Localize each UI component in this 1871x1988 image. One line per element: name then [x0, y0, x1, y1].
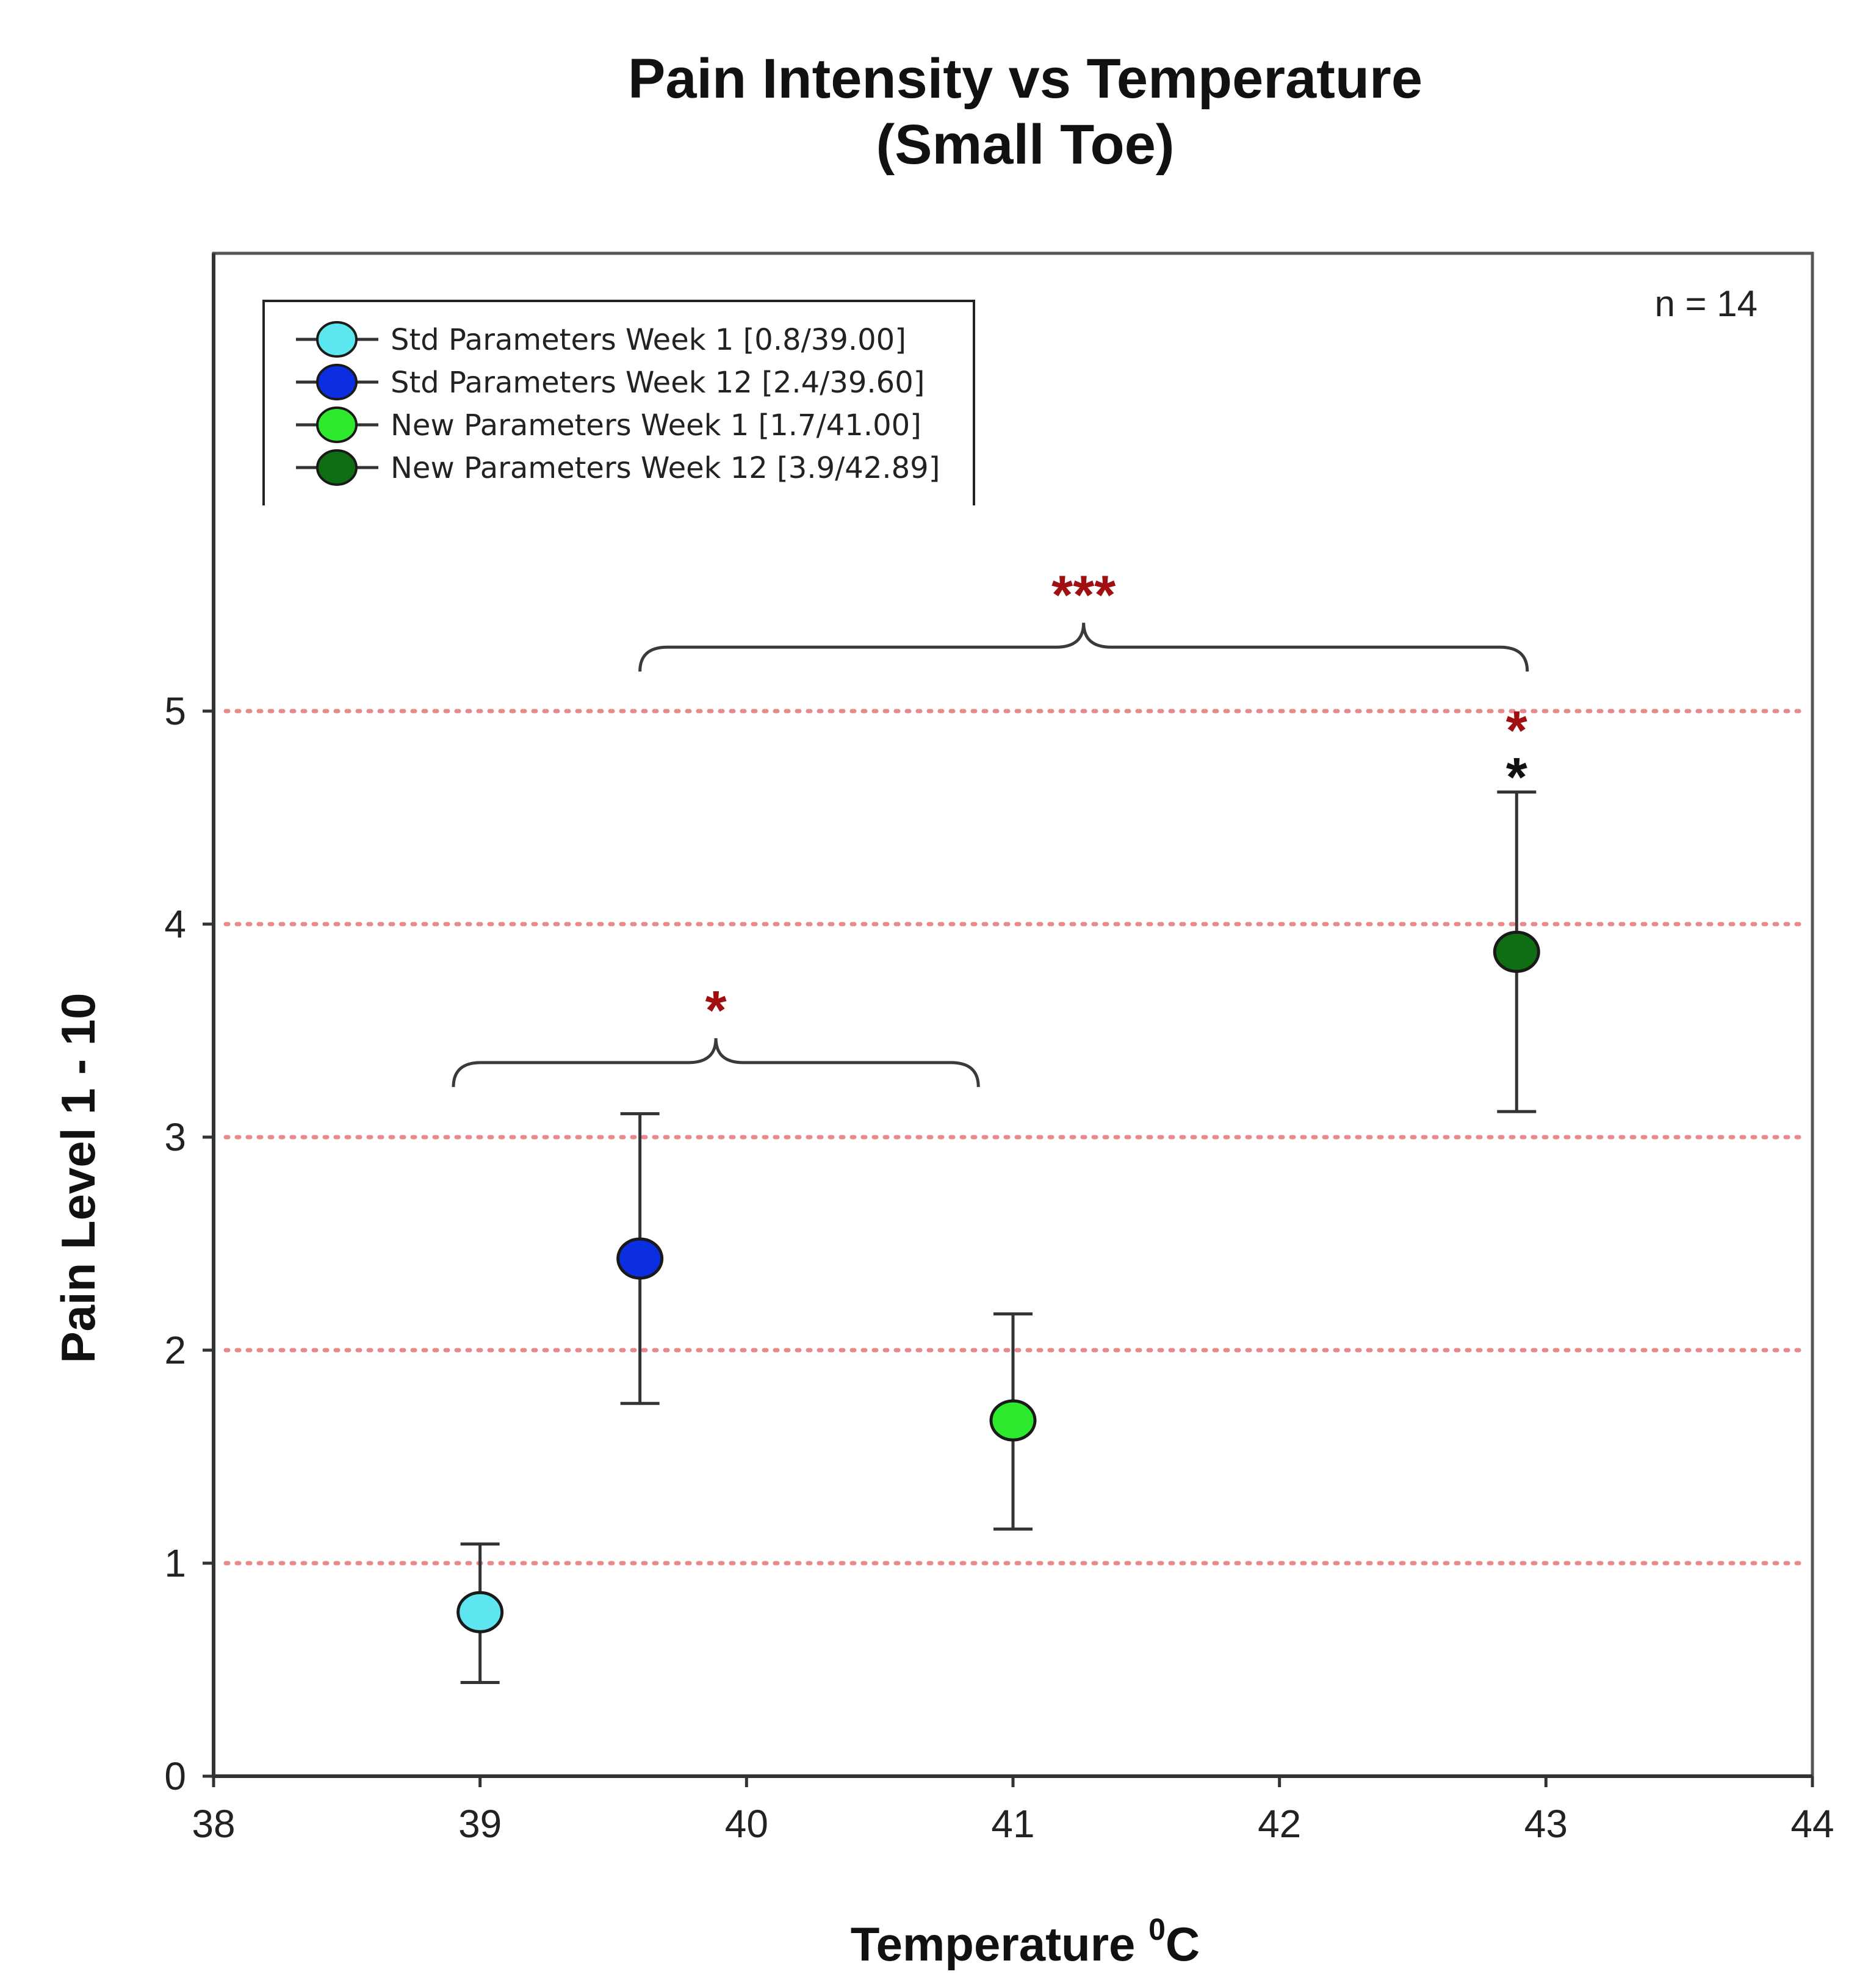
- data-point-2: [616, 1237, 664, 1280]
- x-tick-label-41: 41: [991, 1802, 1034, 1846]
- x-tick-label-44: 44: [1790, 1802, 1834, 1846]
- data-point-3: [989, 1399, 1037, 1442]
- y-ticks: 0 1 2 3 4 5: [164, 689, 214, 1798]
- significance-brace-2: [638, 623, 1529, 672]
- x-axis-label-sup: 0: [1148, 1912, 1166, 1946]
- significance-mark-1: *: [1506, 700, 1527, 761]
- x-tick-label-39: 39: [458, 1802, 502, 1846]
- legend-marker-1: [316, 321, 358, 358]
- x-tick-label-42: 42: [1258, 1802, 1301, 1846]
- y-axis-label: Pain Level 1 - 10: [51, 993, 105, 1364]
- x-tick-label-38: 38: [192, 1802, 235, 1846]
- y-tick-label-0: 0: [164, 1754, 186, 1798]
- legend-label-3: New Parameters Week 1 [1.7/41.00]: [391, 408, 921, 443]
- y-tick-label-3: 3: [164, 1115, 186, 1159]
- significance-brackets: ******: [452, 565, 1529, 1087]
- legend-label-1: Std Parameters Week 1 [0.8/39.00]: [391, 323, 906, 357]
- legend-frame: [262, 300, 975, 505]
- y-tick-label-1: 1: [164, 1541, 186, 1585]
- legend: Std Parameters Week 1 [0.8/39.00] Std Par…: [262, 300, 975, 505]
- legend-marker-3: [316, 407, 358, 443]
- gridlines: [223, 709, 1809, 1566]
- significance-brace-1: [452, 1038, 980, 1087]
- chart-title-line-2: (Small Toe): [876, 114, 1174, 176]
- y-tick-label-5: 5: [164, 689, 186, 733]
- y-tick-label-2: 2: [164, 1328, 186, 1372]
- x-ticks: 38 39 40 41 42 43 44: [192, 1776, 1834, 1846]
- x-axis-label-unit: C: [1166, 1917, 1200, 1971]
- data-point-4: [1493, 930, 1540, 973]
- legend-marker-2: [316, 364, 358, 400]
- legend-label-2: Std Parameters Week 12 [2.4/39.60]: [391, 366, 925, 400]
- x-axis-label-main: Temperature: [851, 1917, 1148, 1971]
- x-axis-label: Temperature 0C: [851, 1912, 1200, 1971]
- significance-label-2: ***: [1051, 565, 1116, 626]
- data-points: [456, 790, 1540, 1684]
- y-tick-label-4: 4: [164, 902, 186, 946]
- sample-size-annotation: n = 14: [1655, 283, 1758, 324]
- significance-label-1: *: [705, 980, 727, 1041]
- chart-title-line-1: Pain Intensity vs Temperature: [628, 48, 1422, 110]
- legend-label-4: New Parameters Week 12 [3.9/42.89]: [391, 451, 940, 485]
- x-tick-label-43: 43: [1524, 1802, 1568, 1846]
- legend-marker-4: [316, 449, 358, 486]
- data-point-1: [456, 1591, 504, 1633]
- x-tick-label-40: 40: [725, 1802, 768, 1846]
